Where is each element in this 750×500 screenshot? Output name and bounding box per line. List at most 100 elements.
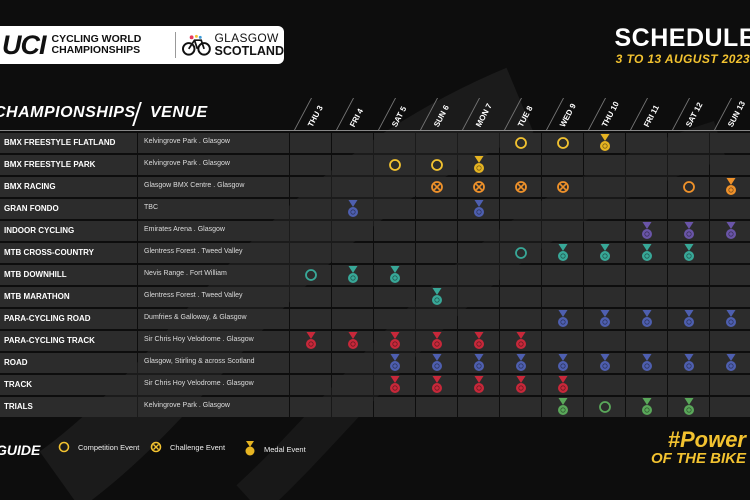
venue-cell: TBC <box>138 199 289 219</box>
day-cell <box>668 353 709 373</box>
guide-label: GUIDE <box>0 442 41 458</box>
day-cell <box>710 375 750 395</box>
championship-cell: MTB CROSS-COUNTRY <box>0 243 137 263</box>
venue-name: Emirates Arena . Glasgow <box>144 226 225 233</box>
challenge-event-icon <box>430 178 444 196</box>
day-cell <box>290 133 331 153</box>
challenge-cross-icon <box>150 441 162 453</box>
day-cell <box>290 375 331 395</box>
table-row: BMX FREESTYLE FLATLAND Kelvingrove Park .… <box>0 133 750 153</box>
table-row: PARA-CYCLING ROAD Dumfries & Galloway, & … <box>0 309 750 329</box>
day-cell <box>374 155 415 175</box>
day-cell <box>584 331 625 351</box>
day-cell <box>584 287 625 307</box>
venue-name: Kelvingrove Park . Glasgow <box>144 160 230 167</box>
day-cell <box>542 309 583 329</box>
day-cell <box>710 265 750 285</box>
day-cell <box>668 133 709 153</box>
day-cell <box>668 309 709 329</box>
table-row: TRIALS Kelvingrove Park . Glasgow <box>0 397 750 417</box>
day-cell <box>290 397 331 417</box>
championship-name: PARA-CYCLING ROAD <box>4 314 91 323</box>
day-cell <box>458 177 499 197</box>
day-cell <box>542 199 583 219</box>
day-label: SAT 12 <box>684 100 705 129</box>
day-cell <box>542 155 583 175</box>
championships-header: CHAMPIONSHIPS <box>0 104 136 121</box>
day-cell <box>584 221 625 241</box>
day-cell <box>374 221 415 241</box>
medal-event-icon <box>556 354 570 372</box>
legend-medal: Medal Event <box>244 441 306 457</box>
medal-event-icon <box>388 354 402 372</box>
venue-name: Kelvingrove Park . Glasgow <box>144 138 230 145</box>
day-cell <box>416 309 457 329</box>
day-cell <box>332 155 373 175</box>
championship-cell: BMX RACING <box>0 177 137 197</box>
medal-event-icon <box>430 288 444 306</box>
venue-name: Sir Chris Hoy Velodrome . Glasgow <box>144 336 254 343</box>
day-cell <box>332 375 373 395</box>
day-cell <box>668 221 709 241</box>
day-cell <box>374 397 415 417</box>
venue-name: Glasgow, Stirling & across Scotland <box>144 358 255 365</box>
day-cell <box>542 287 583 307</box>
championship-cell: BMX FREESTYLE PARK <box>0 155 137 175</box>
venue-cell: Nevis Range . Fort William <box>138 265 289 285</box>
championship-name: MTB CROSS-COUNTRY <box>4 248 94 257</box>
day-cell <box>626 397 667 417</box>
medal-event-icon <box>598 354 612 372</box>
championship-cell: MTB MARATHON <box>0 287 137 307</box>
table-row: TRACK Sir Chris Hoy Velodrome . Glasgow <box>0 375 750 395</box>
day-cell <box>584 353 625 373</box>
medal-event-icon <box>346 200 360 218</box>
day-cell <box>416 353 457 373</box>
medal-event-icon <box>472 200 486 218</box>
day-cell <box>668 155 709 175</box>
day-cell <box>710 287 750 307</box>
day-cell <box>374 243 415 263</box>
day-cell <box>542 397 583 417</box>
championship-cell: GRAN FONDO <box>0 199 137 219</box>
table-row: MTB CROSS-COUNTRY Glentress Forest . Twee… <box>0 243 750 263</box>
medal-event-icon <box>388 266 402 284</box>
day-cell <box>416 155 457 175</box>
medal-event-icon <box>640 354 654 372</box>
medal-event-icon <box>682 354 696 372</box>
day-cell <box>374 309 415 329</box>
medal-event-icon <box>640 398 654 416</box>
day-cell <box>668 199 709 219</box>
competition-event-icon <box>556 134 570 152</box>
day-cell <box>710 243 750 263</box>
championship-name: ROAD <box>4 358 28 367</box>
table-row: MTB MARATHON Glentress Forest . Tweed Val… <box>0 287 750 307</box>
championship-name: MTB MARATHON <box>4 292 70 301</box>
day-cell <box>584 265 625 285</box>
day-cell <box>500 397 541 417</box>
venue-cell: Emirates Arena . Glasgow <box>138 221 289 241</box>
day-cell <box>332 397 373 417</box>
challenge-event-icon <box>514 178 528 196</box>
day-cell <box>290 155 331 175</box>
day-cell <box>332 265 373 285</box>
day-cell <box>458 265 499 285</box>
day-cell <box>458 133 499 153</box>
day-cell <box>584 243 625 263</box>
medal-event-icon <box>724 178 738 196</box>
table-row: MTB DOWNHILL Nevis Range . Fort William <box>0 265 750 285</box>
day-cell <box>332 287 373 307</box>
competition-event-icon <box>304 266 318 284</box>
day-cell <box>626 287 667 307</box>
day-cell <box>500 353 541 373</box>
uci-glasgow-logo: UCI CYCLING WORLD CHAMPIONSHIPS GLASGOW … <box>0 26 284 64</box>
power-of-the-bike-slogan: #Power OF THE BIKE <box>650 427 746 468</box>
day-cell <box>584 397 625 417</box>
medal-event-icon <box>640 310 654 328</box>
day-cell <box>710 331 750 351</box>
medal-event-icon <box>724 222 738 240</box>
day-cell <box>584 375 625 395</box>
day-cell <box>626 155 667 175</box>
day-cell <box>416 287 457 307</box>
venue-cell: Glasgow BMX Centre . Glasgow <box>138 177 289 197</box>
medal-event-icon <box>556 376 570 394</box>
